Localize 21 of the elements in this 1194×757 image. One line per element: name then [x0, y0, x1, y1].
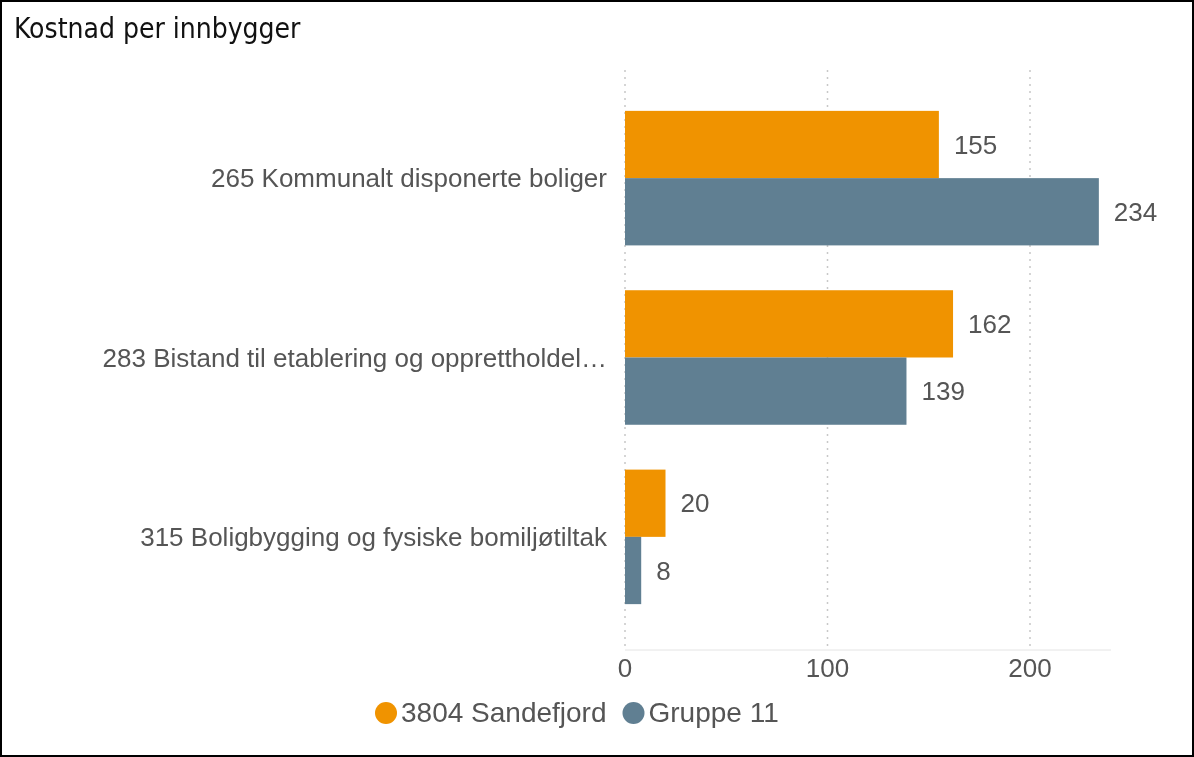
y-tick-label: 283 Bistand til etablering og opprettholdel…: [102, 342, 607, 373]
y-tick-label: 265 Kommunalt disponerte boliger: [210, 163, 608, 194]
text: Kostnad per innbygger: [14, 12, 302, 45]
data-label: 8: [656, 555, 671, 586]
bar: [625, 357, 907, 425]
x-tick-label: 0: [617, 653, 633, 683]
legend-label: Gruppe 11: [648, 697, 779, 728]
data-label: 162: [968, 308, 1012, 339]
bar: [625, 178, 1099, 246]
bar: [625, 536, 642, 605]
legend-label: 3804 Sandefjord: [401, 697, 607, 728]
data-label: 234: [1113, 196, 1158, 227]
y-tick-label: 315 Boligbygging og fysiske bomiljøtiltak: [140, 521, 608, 552]
data-label: 155: [953, 129, 998, 160]
x-tick-label: 200: [1008, 653, 1052, 683]
data-label: 20: [680, 488, 710, 519]
bar: [625, 469, 666, 537]
x-tick-label: 100: [805, 653, 850, 683]
data-label: 139: [921, 376, 965, 407]
bar: [625, 110, 939, 179]
bar: [625, 290, 954, 358]
